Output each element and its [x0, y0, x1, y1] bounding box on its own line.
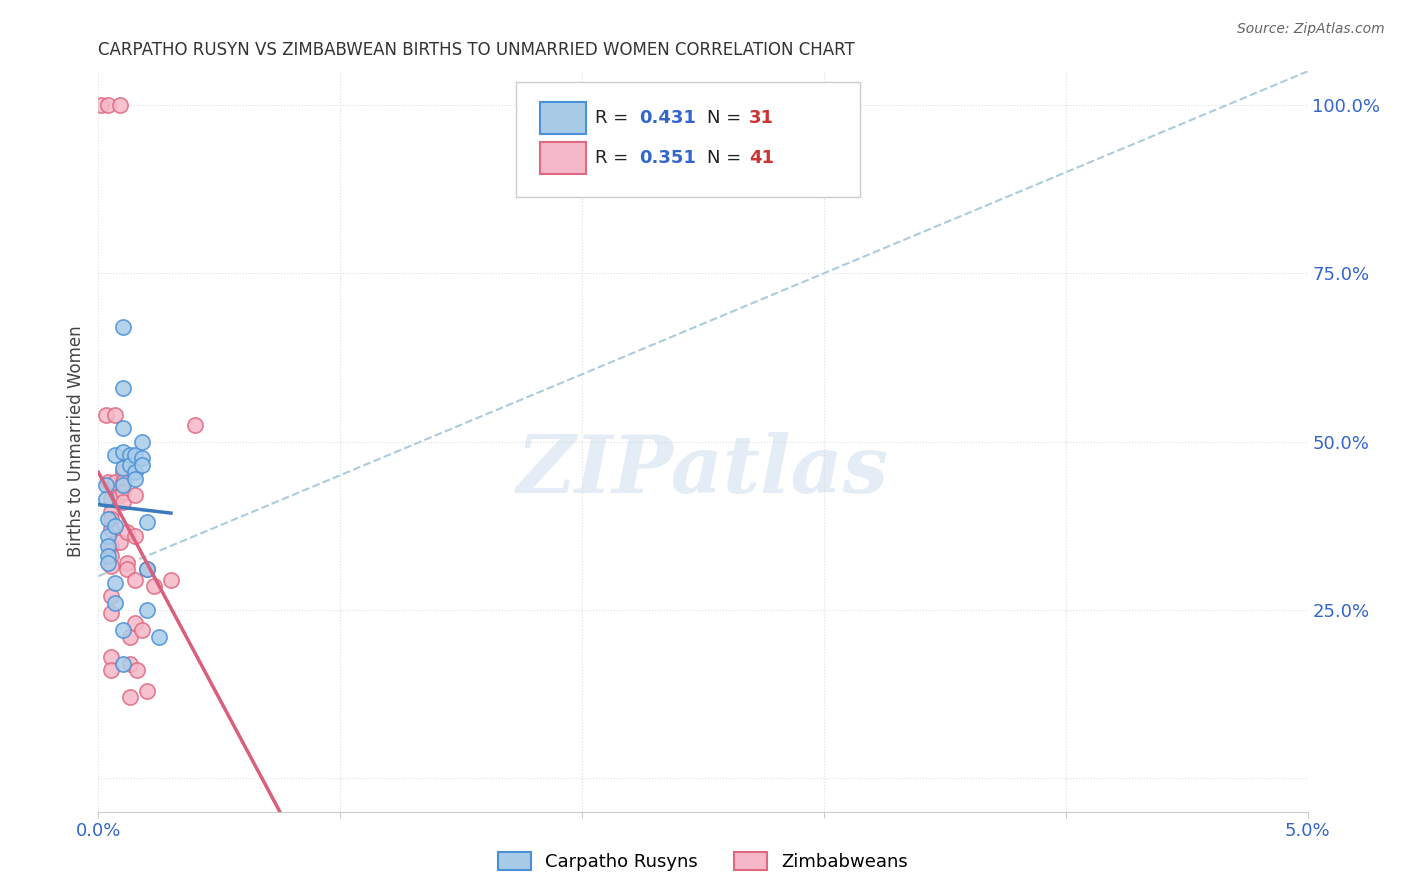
Point	[104, 408, 127, 422]
Point	[135, 683, 157, 698]
Point	[111, 478, 134, 492]
Text: R =: R =	[595, 109, 634, 127]
Text: ZIPatlas: ZIPatlas	[517, 433, 889, 510]
Y-axis label: Births to Unmarried Women: Births to Unmarried Women	[66, 326, 84, 558]
Point	[124, 529, 146, 543]
Point	[184, 417, 207, 432]
Text: N =: N =	[707, 109, 747, 127]
Point	[108, 98, 131, 112]
Point	[97, 529, 120, 543]
Point	[111, 444, 134, 458]
Point	[111, 320, 134, 334]
Point	[90, 98, 112, 112]
Point	[104, 596, 127, 610]
Point	[160, 573, 183, 587]
Text: 0.431: 0.431	[638, 109, 696, 127]
Point	[131, 458, 153, 472]
Point	[94, 408, 117, 422]
Point	[135, 516, 157, 530]
Point	[104, 475, 127, 489]
Point	[104, 448, 127, 462]
Point	[118, 690, 141, 705]
Point	[100, 505, 122, 519]
Point	[124, 471, 146, 485]
Point	[111, 657, 134, 671]
Point	[94, 491, 117, 506]
Point	[148, 630, 170, 644]
Point	[108, 535, 131, 549]
Point	[100, 549, 122, 563]
Point	[118, 630, 141, 644]
Point	[124, 573, 146, 587]
Point	[100, 649, 122, 664]
Text: N =: N =	[707, 149, 747, 167]
Point	[135, 562, 157, 576]
Text: R =: R =	[595, 149, 634, 167]
Point	[100, 491, 122, 506]
Point	[108, 488, 131, 502]
Point	[111, 485, 134, 500]
Point	[97, 475, 120, 489]
Point	[124, 448, 146, 462]
Text: Source: ZipAtlas.com: Source: ZipAtlas.com	[1237, 22, 1385, 37]
Point	[94, 478, 117, 492]
Point	[111, 461, 134, 475]
Point	[97, 549, 120, 563]
Point	[111, 465, 134, 479]
Point	[118, 657, 141, 671]
Point	[131, 451, 153, 466]
Point	[118, 458, 141, 472]
Point	[100, 664, 122, 678]
Point	[124, 488, 146, 502]
Point	[143, 579, 166, 593]
Point	[135, 562, 157, 576]
Point	[100, 606, 122, 620]
Point	[135, 603, 157, 617]
Point	[100, 539, 122, 553]
Point	[100, 559, 122, 574]
Point	[111, 623, 134, 637]
Point	[111, 421, 134, 435]
Text: 41: 41	[749, 149, 773, 167]
Point	[117, 562, 139, 576]
Point	[127, 664, 149, 678]
Point	[104, 518, 127, 533]
Point	[97, 98, 120, 112]
Point	[97, 539, 120, 553]
Point	[104, 575, 127, 590]
Text: CARPATHO RUSYN VS ZIMBABWEAN BIRTHS TO UNMARRIED WOMEN CORRELATION CHART: CARPATHO RUSYN VS ZIMBABWEAN BIRTHS TO U…	[98, 41, 855, 59]
Point	[124, 465, 146, 479]
Point	[100, 590, 122, 604]
Point	[100, 512, 122, 526]
Point	[124, 616, 146, 631]
Text: 31: 31	[749, 109, 773, 127]
Point	[117, 525, 139, 540]
Point	[111, 381, 134, 395]
Text: 0.351: 0.351	[638, 149, 696, 167]
Point	[100, 522, 122, 536]
Point	[97, 556, 120, 570]
Point	[131, 434, 153, 449]
Point	[118, 448, 141, 462]
Point	[111, 495, 134, 509]
Point	[131, 623, 153, 637]
FancyBboxPatch shape	[540, 102, 586, 135]
Point	[111, 475, 134, 489]
Legend: Carpatho Rusyns, Zimbabweans: Carpatho Rusyns, Zimbabweans	[491, 845, 915, 879]
Point	[97, 512, 120, 526]
Point	[117, 556, 139, 570]
FancyBboxPatch shape	[540, 142, 586, 174]
FancyBboxPatch shape	[516, 82, 860, 197]
